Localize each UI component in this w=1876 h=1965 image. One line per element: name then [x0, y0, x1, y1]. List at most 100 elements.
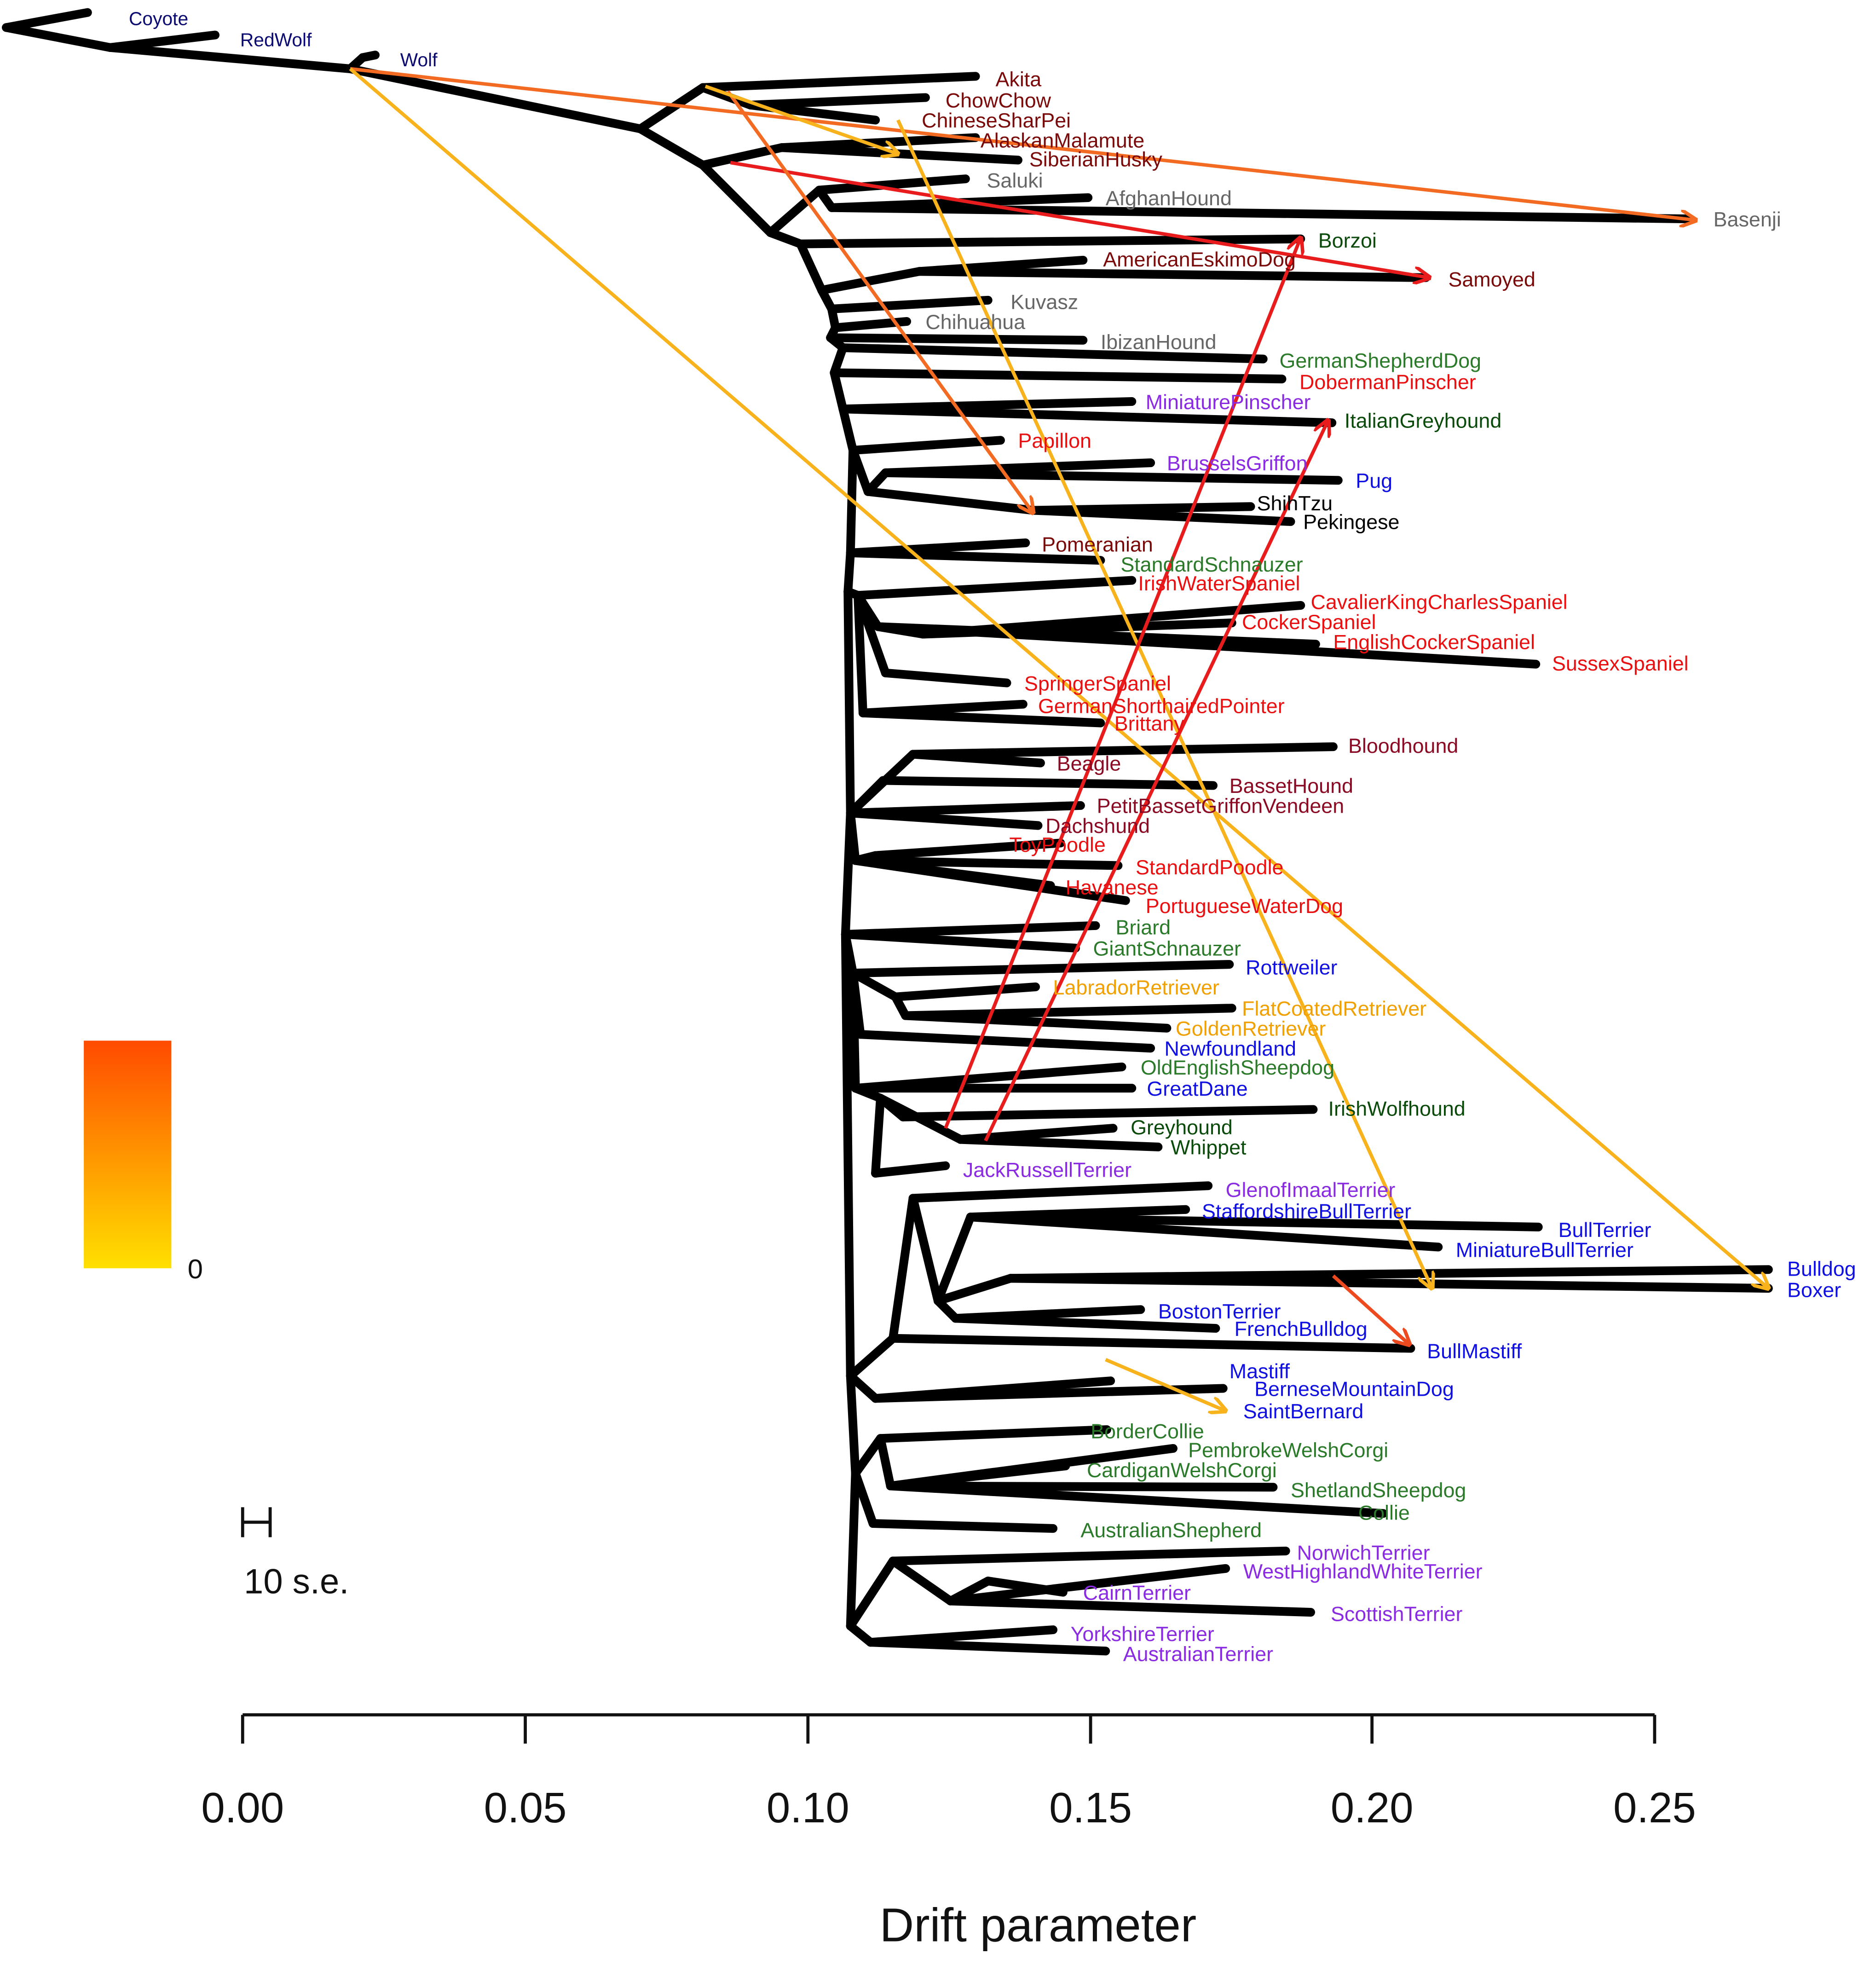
tip-label-whippet: Whippet — [1171, 1136, 1247, 1159]
tree-branch — [946, 1596, 1315, 1617]
tree-branch — [817, 267, 924, 295]
tip-label-rottweiler: Rottweiler — [1246, 955, 1337, 979]
tip-label-cairnterrier: CairnTerrier — [1083, 1581, 1191, 1604]
tip-label-miniaturepinscher: MiniaturePinscher — [1146, 390, 1311, 414]
migration-arrow — [704, 84, 898, 154]
migration-weight-gradient — [84, 1040, 172, 1269]
tree-branch — [849, 969, 860, 1093]
tip-label-akita: Akita — [996, 68, 1042, 91]
tip-label-petitbassetgriffonvendeen: PetitBassetGriffonVendeen — [1097, 794, 1344, 818]
tree-branch — [841, 809, 855, 939]
tip-label-collie: Collie — [1358, 1501, 1410, 1524]
tip-label-norwichterrier: NorwichTerrier — [1297, 1541, 1430, 1564]
tip-label-samoyed: Samoyed — [1448, 267, 1535, 291]
tip-label-bloodhound: Bloodhound — [1348, 734, 1458, 757]
tree-branch — [881, 668, 1011, 688]
tree-branch — [983, 1577, 1068, 1597]
tree-branch — [827, 295, 993, 313]
tip-label-germanshorthairedpointer: GermanShorthairedPointer — [1038, 694, 1285, 717]
tip-label-labradorretriever: LabradorRetriever — [1053, 976, 1219, 999]
tree-branch — [846, 1556, 898, 1630]
tree-branch — [846, 809, 1043, 830]
migration-arrow — [1332, 1274, 1409, 1344]
tip-label-brittany: Brittany — [1114, 711, 1185, 735]
tip-label-chinesesharpei: ChineseSharPei — [922, 109, 1071, 132]
tree-branch — [889, 1334, 1415, 1353]
tree-branch — [878, 776, 1218, 790]
tree-branch — [881, 468, 1343, 485]
tree-branch — [849, 969, 900, 1001]
tree-branch — [966, 1213, 1443, 1252]
tip-label-goldenretriever: GoldenRetriever — [1176, 1017, 1326, 1040]
scale-bar: 10 s.e. — [241, 1507, 349, 1601]
tree-branch — [846, 548, 1105, 565]
tip-label-saintbernard: SaintBernard — [1243, 1399, 1364, 1423]
tip-label-chihuahua: Chihuahua — [925, 310, 1025, 334]
tree-branch — [908, 750, 1045, 768]
tree-branch — [898, 1105, 1318, 1121]
tip-label-staffordshirebullterrier: StaffordshireBullTerrier — [1202, 1199, 1411, 1223]
tree-branch — [873, 622, 1541, 669]
tip-label-jackrussellterrier: JackRussellTerrier — [963, 1158, 1131, 1182]
tip-label-yorkshireterrier: YorkshireTerrier — [1071, 1622, 1214, 1646]
tip-label-greatdane: GreatDane — [1147, 1077, 1247, 1100]
migration-arrow — [730, 161, 1429, 277]
tip-label-bulldog: Bulldog — [1787, 1257, 1856, 1280]
tree-branch — [933, 1213, 975, 1306]
tree-branch — [891, 982, 1040, 1001]
tree-branch — [871, 838, 1065, 860]
tree-branch — [843, 548, 855, 596]
tip-labels: Coyote RedWolf Wolf AkitaChowChowChineseSha… — [129, 8, 1856, 1665]
tree-branch — [889, 1556, 955, 1606]
tip-label-briard: Briard — [1115, 915, 1171, 939]
tree-branch — [856, 1030, 1155, 1053]
tree-branch — [889, 1546, 1290, 1566]
migration-arrow — [726, 90, 1033, 513]
tip-label-standardschnauzer: StandardSchnauzer — [1120, 553, 1303, 576]
tip-label-irishwaterspaniel: IrishWaterSpaniel — [1138, 572, 1300, 595]
tree-branch — [849, 960, 1234, 978]
tip-label-siberianhusky: SiberianHusky — [1029, 148, 1163, 171]
tree-branch — [946, 1564, 1230, 1606]
tree-branch — [2, 8, 92, 32]
tree-branch — [876, 1093, 965, 1144]
tree-branch — [871, 1093, 885, 1178]
tree-branch — [766, 228, 805, 249]
x-axis-tick-label: 0.20 — [1331, 1784, 1414, 1832]
tip-label-chowchow: ChowChow — [946, 89, 1051, 112]
tree-branch — [886, 1481, 1388, 1518]
x-axis-tick-label: 0.15 — [1049, 1784, 1132, 1832]
tip-label-bullmastiff: BullMastiff — [1427, 1340, 1522, 1363]
tree-branch — [636, 124, 708, 170]
migration-arrow — [896, 119, 1432, 1289]
tree-branch — [698, 72, 980, 92]
tree-branch — [871, 1161, 950, 1178]
tip-label-australianterrier: AustralianTerrier — [1123, 1642, 1273, 1666]
tree-branch — [876, 1434, 895, 1491]
tree-branch — [698, 161, 775, 237]
tip-label-coyote: Coyote — [129, 8, 188, 29]
tip-label-frenchbulldog: FrenchBulldog — [1235, 1317, 1368, 1341]
tree-branch — [105, 43, 355, 74]
tree-branch — [827, 203, 1693, 224]
tip-label-bostonterrier: BostonTerrier — [1158, 1300, 1281, 1323]
tree-branch — [849, 436, 1005, 455]
tree-branch — [908, 1181, 1213, 1203]
tip-label-irishwolfhound: IrishWolfhound — [1328, 1097, 1466, 1120]
tip-label-cardiganwelshcorgi: CardiganWelshCorgi — [1087, 1458, 1277, 1482]
scale-bar-glyph — [241, 1507, 272, 1537]
tip-label-bullterrier: BullTerrier — [1559, 1218, 1651, 1242]
tip-label-brusselsgriffon: BrusselsGriffon — [1167, 451, 1308, 475]
tree-branch — [854, 591, 867, 717]
tip-label-havanese: Havanese — [1066, 875, 1159, 899]
tip-label-saluki: Saluki — [987, 169, 1043, 192]
tree-branch — [889, 1194, 918, 1343]
tree-branch — [796, 234, 1305, 249]
tree-branch — [966, 1213, 1543, 1231]
x-axis-tick-label: 0.05 — [484, 1784, 567, 1832]
tree-branch — [866, 1638, 1110, 1656]
tip-label-mastiff: Mastiff — [1230, 1359, 1290, 1383]
migration-arrow — [349, 67, 1768, 1289]
tree-branch — [951, 1314, 1220, 1333]
